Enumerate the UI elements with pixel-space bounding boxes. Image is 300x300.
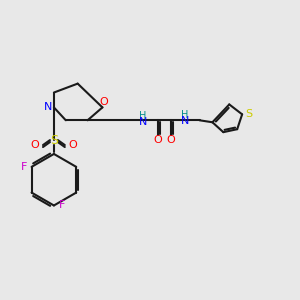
Text: O: O [154, 135, 162, 145]
Text: N: N [181, 116, 189, 126]
Text: F: F [20, 162, 27, 172]
Text: O: O [99, 98, 108, 107]
Text: O: O [31, 140, 39, 150]
Text: S: S [245, 109, 253, 119]
Text: H: H [181, 110, 188, 120]
Text: S: S [50, 134, 58, 147]
Text: H: H [140, 111, 147, 121]
Text: O: O [167, 135, 175, 145]
Text: N: N [44, 102, 52, 112]
Text: O: O [68, 140, 77, 150]
Text: F: F [58, 200, 65, 211]
Text: N: N [139, 117, 147, 127]
